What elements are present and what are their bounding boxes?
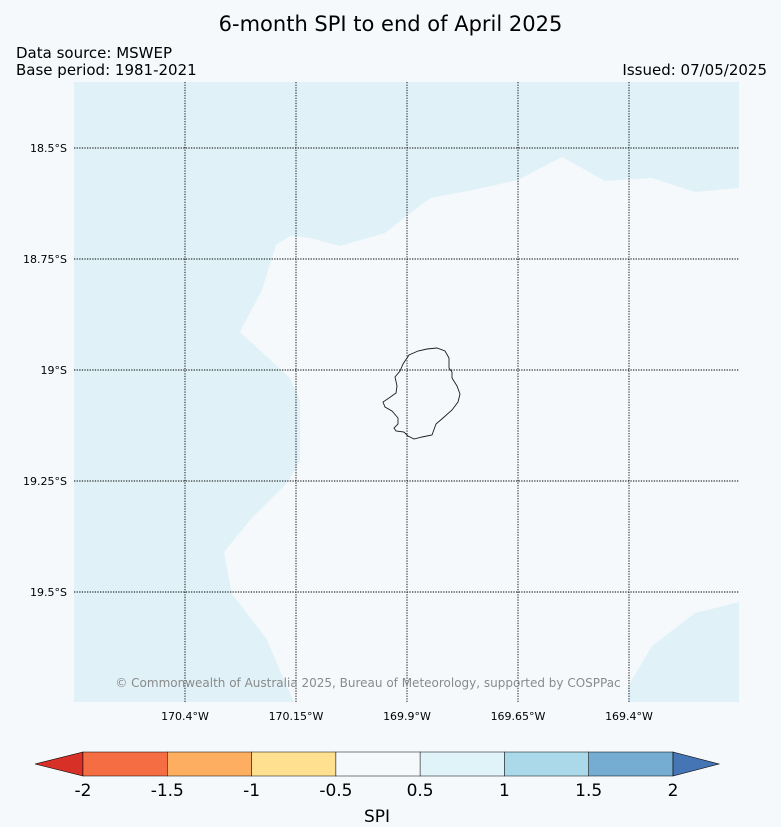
issued-date-text: Issued: 07/05/2025 [622,61,767,79]
colorbar-tick-1-5: 1.5 [575,781,602,801]
colorbar-label: SPI [364,807,390,827]
lon-label-170-15w: 170.15°W [269,710,324,723]
colorbar-over-arrow [672,751,721,777]
lat-label-19s: 19°S [41,364,67,377]
spi-map: 18.5°S 18.75°S 19°S 19.25°S 19.5°S 170.4… [23,82,739,723]
spi-colorbar: -2 -1.5 -1 -0.5 0.5 1 1.5 2 SPI [34,751,721,827]
spi-wet-region-north-west [74,82,739,702]
graticule [74,82,739,702]
lon-label-169-9w: 169.9°W [383,710,431,723]
lat-label-18-5s: 18.5°S [30,142,67,155]
colorbar-tick-2: 2 [668,781,679,801]
colorbar-tick-0-5: 0.5 [407,781,434,801]
data-source-text: Data source: MSWEP [16,44,173,62]
lon-label-170-4w: 170.4°W [161,710,209,723]
lat-label-18-75s: 18.75°S [23,253,67,266]
lon-label-169-65w: 169.65°W [491,710,546,723]
lat-label-19-25s: 19.25°S [23,475,67,488]
colorbar-bin-6 [504,751,589,777]
lon-label-169-4w: 169.4°W [605,710,653,723]
colorbar-under-arrow [34,751,84,777]
colorbar-tick-neg2: -2 [75,781,92,801]
base-period-text: Base period: 1981-2021 [16,61,197,79]
island-outline [382,347,461,440]
copyright-text: © Commonwealth of Australia 2025, Bureau… [115,676,620,690]
colorbar-tick-neg0-5: -0.5 [319,781,352,801]
colorbar-tick-neg1-5: -1.5 [151,781,184,801]
colorbar-bin-7 [588,751,674,777]
colorbar-bin-1 [82,751,168,777]
map-title: 6-month SPI to end of April 2025 [218,12,563,36]
spi-wet-region-south-east [628,602,739,702]
colorbar-bin-2 [167,751,252,777]
lat-label-19-5s: 19.5°S [30,586,67,599]
colorbar-tick-neg1: -1 [243,781,260,801]
colorbar-bin-5 [419,751,505,777]
colorbar-tick-1: 1 [499,781,510,801]
colorbar-bin-4 [335,751,421,777]
colorbar-bin-3 [251,751,337,777]
